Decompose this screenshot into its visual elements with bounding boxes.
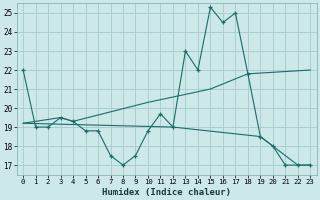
- X-axis label: Humidex (Indice chaleur): Humidex (Indice chaleur): [102, 188, 231, 197]
